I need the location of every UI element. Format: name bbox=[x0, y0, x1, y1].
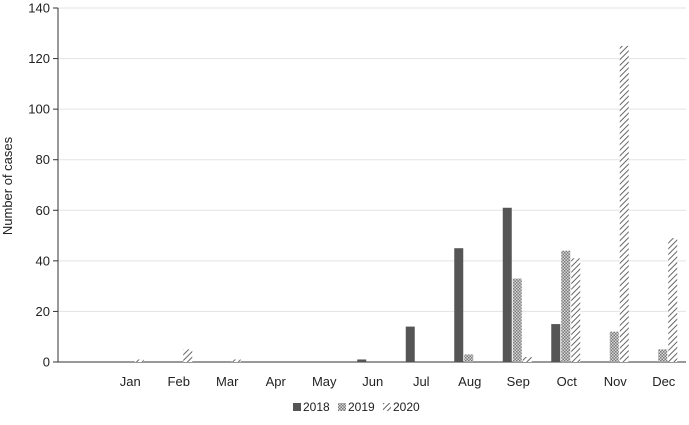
x-tick-label: May bbox=[312, 374, 337, 389]
bar-2019-nov bbox=[609, 331, 619, 362]
x-tick-label: Sep bbox=[507, 374, 530, 389]
x-tick-label: Jun bbox=[362, 374, 383, 389]
bar-2019-dec bbox=[658, 349, 668, 362]
y-tick-label: 60 bbox=[36, 203, 50, 218]
axes bbox=[53, 7, 686, 363]
y-tick-label: 0 bbox=[43, 355, 50, 370]
bar-2020-jan bbox=[134, 359, 144, 362]
y-tick-label: 80 bbox=[36, 152, 50, 167]
bar-2018-jun bbox=[357, 359, 367, 362]
legend: 2018 2019 2020 bbox=[293, 400, 420, 414]
y-tick-label: 100 bbox=[28, 102, 50, 117]
y-axis-title: Number of cases bbox=[0, 136, 15, 235]
bar-2018-aug bbox=[454, 248, 464, 362]
legend-label-2020: 2020 bbox=[393, 400, 420, 414]
legend-label-2019: 2019 bbox=[348, 400, 375, 414]
bar-2020-mar bbox=[231, 359, 241, 362]
bar-2019-oct bbox=[561, 250, 571, 362]
bar-2020-dec bbox=[668, 238, 678, 362]
y-tick-label: 20 bbox=[36, 304, 50, 319]
legend-swatch-2020 bbox=[383, 403, 391, 411]
gridlines bbox=[58, 7, 686, 312]
tick-labels: 0 20 40 60 80 100 120 140 Jan Feb Mar Apr May Jun Jul A… bbox=[28, 1, 676, 390]
bar-2018-jul bbox=[405, 326, 415, 362]
y-tick-label: 40 bbox=[36, 253, 50, 268]
bar-2020-sep bbox=[522, 356, 532, 362]
x-tick-label: Oct bbox=[557, 374, 578, 389]
x-tick-label: Apr bbox=[266, 374, 287, 389]
x-tick-label: Feb bbox=[168, 374, 190, 389]
x-tick-label: Jul bbox=[413, 374, 430, 389]
x-tick-label: Jan bbox=[120, 374, 141, 389]
bar-2020-feb bbox=[183, 349, 193, 362]
legend-label-2018: 2018 bbox=[303, 400, 330, 414]
x-tick-label: Nov bbox=[604, 374, 628, 389]
x-tick-label: Dec bbox=[652, 374, 676, 389]
legend-swatch-2018 bbox=[293, 403, 301, 411]
y-tick-label: 120 bbox=[28, 51, 50, 66]
bar-2020-nov bbox=[619, 45, 629, 363]
legend-swatch-2019 bbox=[338, 403, 346, 411]
x-tick-label: Mar bbox=[216, 374, 239, 389]
bar-2018-sep bbox=[502, 207, 512, 362]
x-tick-label: Aug bbox=[458, 374, 481, 389]
y-tick-label: 140 bbox=[28, 1, 50, 16]
bar-2018-oct bbox=[551, 324, 561, 362]
bar-2019-sep bbox=[512, 278, 522, 362]
bar-2020-oct bbox=[571, 258, 581, 362]
bars bbox=[134, 45, 678, 363]
bar-2019-aug bbox=[464, 354, 474, 362]
